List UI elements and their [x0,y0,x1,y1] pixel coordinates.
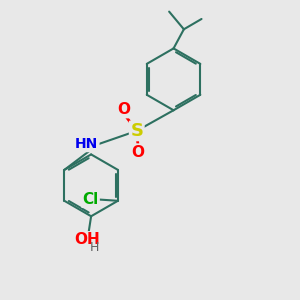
Text: H: H [90,241,99,254]
Text: O: O [132,145,145,160]
Text: Cl: Cl [82,192,99,207]
Text: HN: HN [75,137,98,151]
Text: S: S [130,122,143,140]
Text: OH: OH [74,232,100,247]
Text: O: O [117,102,130,117]
